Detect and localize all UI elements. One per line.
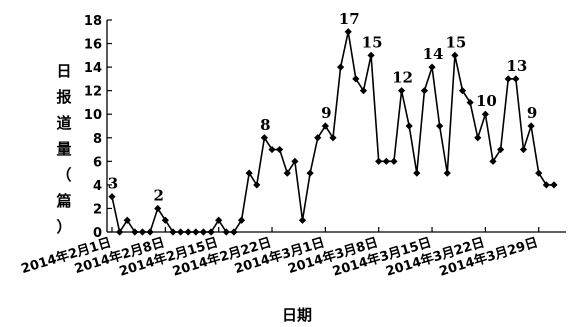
data-point (131, 228, 139, 236)
data-point (291, 157, 299, 165)
data-point (184, 228, 192, 236)
data-point (138, 228, 147, 236)
data-point (230, 228, 238, 236)
data-point (146, 228, 154, 236)
y-axis-title-char: （ (56, 166, 71, 184)
data-point (397, 87, 406, 95)
data-point (268, 145, 276, 154)
data-point (276, 145, 284, 154)
data-point (253, 181, 261, 189)
data-point (123, 216, 131, 224)
y-tick-label: 14 (84, 61, 102, 76)
data-point (519, 145, 528, 154)
y-tick-label: 18 (84, 14, 102, 29)
data-point (245, 169, 253, 177)
data-point (337, 63, 345, 71)
data-label: 3 (108, 175, 118, 193)
data-point (329, 134, 337, 142)
y-tick-label: 12 (84, 85, 102, 100)
data-point (535, 169, 543, 177)
data-point (413, 169, 421, 177)
data-point (352, 75, 360, 83)
y-axis-title-char: 量 (56, 140, 71, 158)
data-point (489, 157, 497, 165)
data-label: 9 (321, 104, 331, 122)
y-axis-title-char: 日 (56, 62, 71, 80)
data-point (359, 87, 368, 95)
x-axis-title: 日期 (282, 306, 312, 324)
data-point (497, 145, 505, 154)
data-point (321, 122, 329, 130)
data-point (169, 228, 177, 236)
data-label: 15 (445, 33, 466, 51)
data-label: 9 (527, 104, 537, 122)
data-point (474, 134, 482, 142)
data-label: 12 (392, 69, 413, 87)
data-point (237, 216, 246, 224)
data-point (260, 134, 268, 142)
y-axis-title-char: ） (56, 218, 71, 236)
data-point (176, 228, 185, 236)
data-label: 2 (154, 186, 164, 204)
data-label: 14 (423, 45, 444, 63)
series-line (111, 31, 554, 235)
data-point (161, 216, 169, 224)
data-point (481, 110, 489, 118)
data-point (283, 169, 291, 177)
data-point (504, 75, 512, 83)
data-point (222, 228, 230, 236)
data-point (405, 122, 413, 130)
data-point (306, 169, 314, 177)
y-tick-label: 10 (84, 108, 102, 123)
data-point (314, 134, 322, 142)
data-markers (108, 28, 558, 236)
data-point (420, 87, 429, 95)
data-point (215, 216, 223, 224)
data-point (428, 63, 436, 71)
data-point (375, 157, 383, 165)
y-tick-label: 4 (93, 179, 102, 194)
y-tick-label: 8 (93, 132, 102, 147)
data-label: 17 (339, 10, 360, 28)
data-point (451, 51, 459, 59)
data-point (527, 122, 535, 130)
y-axis-title-char: 篇 (56, 192, 71, 210)
data-point (458, 87, 467, 95)
y-axis-title-char: 道 (56, 114, 71, 132)
y-tick-label: 6 (93, 155, 102, 170)
y-tick-label: 16 (84, 38, 102, 53)
data-point (192, 228, 200, 236)
data-label: 8 (260, 116, 270, 134)
data-label: 10 (476, 92, 497, 110)
data-point (116, 228, 124, 236)
data-point (344, 28, 352, 36)
data-label: 15 (362, 33, 383, 51)
data-point (443, 169, 451, 177)
y-ticks: 0 2 4 6 8 10 12 14 16 18 (84, 14, 112, 241)
data-point (199, 228, 208, 236)
data-point (542, 181, 550, 189)
axes (106, 20, 566, 233)
data-point (382, 157, 390, 165)
data-point (512, 75, 520, 83)
data-point (466, 98, 474, 107)
y-axis-title-char: 报 (56, 88, 71, 106)
data-point (550, 181, 558, 189)
data-point (108, 193, 116, 201)
data-point (436, 122, 444, 130)
data-label: 13 (506, 57, 527, 75)
y-tick-label: 0 (93, 226, 102, 241)
data-point (390, 157, 398, 165)
data-point (367, 51, 375, 59)
data-point (154, 204, 162, 213)
data-point (207, 228, 215, 236)
y-tick-label: 2 (93, 202, 102, 217)
data-point (298, 216, 307, 224)
